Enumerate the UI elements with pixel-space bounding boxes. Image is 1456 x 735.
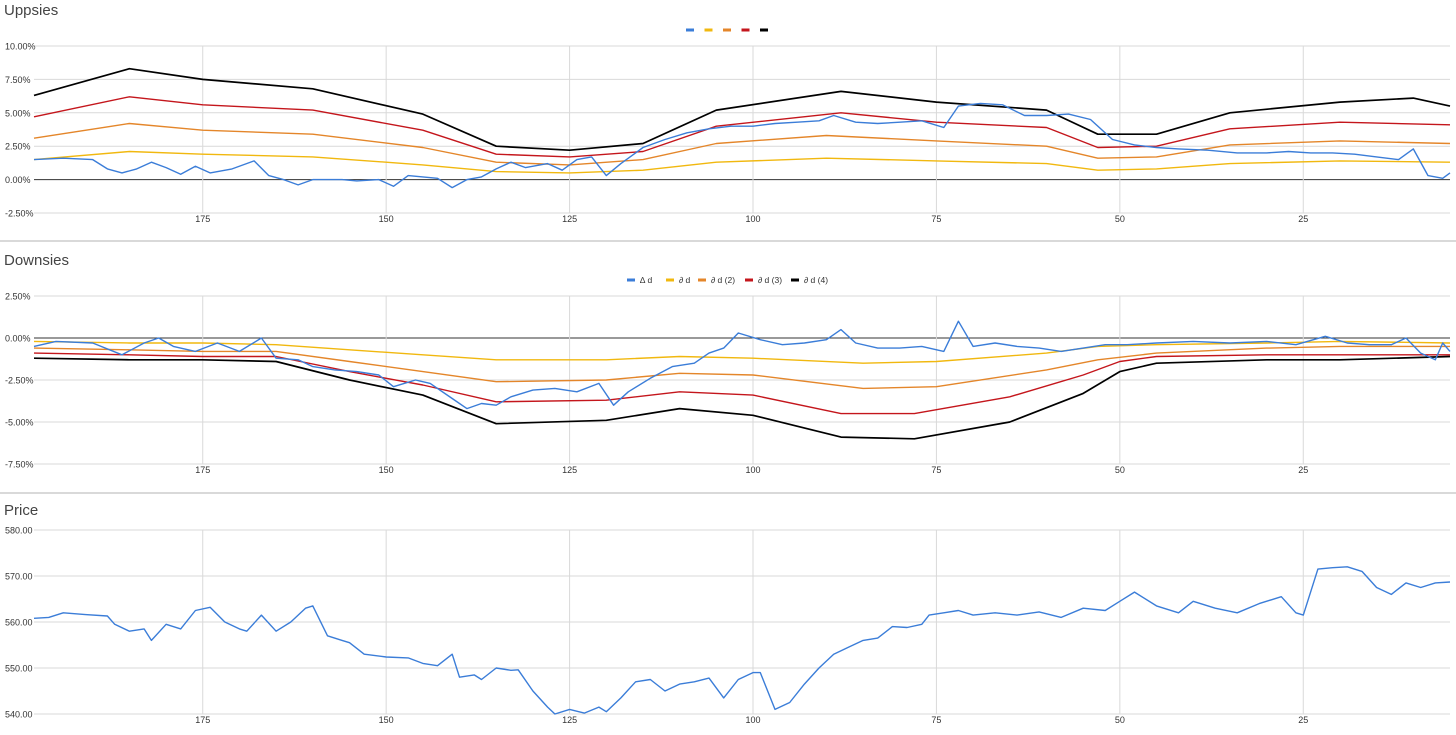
x-tick-label: 125	[562, 214, 577, 224]
x-tick-label: 50	[1115, 715, 1125, 725]
legend-swatch	[627, 278, 635, 282]
y-tick-label: 5.00%	[5, 108, 31, 118]
y-tick-label: 7.50%	[5, 75, 31, 85]
y-tick-label: 540.00	[5, 710, 33, 720]
series-line-d1	[33, 150, 1451, 174]
series-line-d1	[33, 340, 1451, 364]
y-tick-label: 550.00	[5, 664, 33, 674]
price-chart: 540.00 550.00 560.00 570.00 580.00 175 150 125 1…	[5, 526, 1451, 725]
series-line-d3	[33, 96, 1451, 158]
legend-label: ∂ d	[679, 275, 691, 285]
legend-label: ∂ d (2)	[711, 275, 735, 285]
series-line-price	[33, 566, 1451, 715]
upsies-legend	[686, 28, 768, 32]
x-tick-label: 75	[931, 465, 941, 475]
y-tick-label: 10.00%	[5, 42, 36, 52]
x-tick-label: 100	[745, 214, 760, 224]
x-tick-label: 150	[379, 214, 394, 224]
downsies-legend: ∆ d ∂ d ∂ d (2) ∂ d (3) ∂ d (4)	[627, 275, 828, 285]
series-line-d2	[33, 122, 1451, 166]
upsies-grid	[34, 45, 1450, 214]
downsies-chart: -7.50% -5.00% -2.50% 0.00% 2.50% 175 150 125 100…	[5, 275, 1451, 475]
y-tick-label: -2.50%	[5, 376, 34, 386]
downsies-chart-title: Downsies	[4, 252, 70, 269]
series-line-delta	[33, 320, 1451, 410]
legend-swatch	[666, 278, 674, 282]
x-tick-label: 100	[745, 465, 760, 475]
x-tick-label: 75	[931, 214, 941, 224]
x-tick-label: 125	[562, 465, 577, 475]
divider	[0, 240, 1456, 242]
series-line-d2	[33, 345, 1450, 390]
price-chart-panel: Price 540.00 550.00 560.00 570.00 580.00 175 1…	[0, 500, 1456, 730]
x-tick-label: 25	[1298, 465, 1308, 475]
legend-swatch	[723, 28, 731, 32]
y-tick-label: 0.00%	[5, 334, 31, 344]
divider	[0, 492, 1456, 494]
upsies-chart-panel: Uppsies -2.50% 0.00% 2.50% 5.00% 7.50% 10.00%…	[0, 0, 1456, 240]
legend-swatch	[760, 28, 768, 32]
series-line-d4	[33, 67, 1451, 152]
series-line-d3	[33, 352, 1450, 415]
legend-swatch	[704, 28, 713, 32]
y-tick-label: 560.00	[5, 618, 33, 628]
y-tick-label: -5.00%	[5, 418, 34, 428]
series-line-d4	[33, 355, 1451, 440]
x-tick-label: 75	[931, 715, 941, 725]
y-tick-label: 580.00	[5, 526, 33, 536]
legend-label: ∆ d	[640, 275, 653, 285]
x-tick-label: 125	[562, 715, 577, 725]
legend-swatch	[741, 28, 750, 32]
x-tick-label: 150	[379, 715, 394, 725]
series-line-delta	[33, 102, 1451, 189]
x-tick-label: 175	[195, 465, 210, 475]
x-tick-label: 25	[1298, 715, 1308, 725]
y-tick-label: 2.50%	[5, 292, 31, 302]
x-tick-label: 25	[1298, 214, 1308, 224]
y-tick-label: 0.00%	[5, 175, 31, 185]
downsies-chart-panel: Downsies -7.50% -5.00% -2.50% 0.00% 2.50% 175…	[0, 250, 1456, 490]
price-chart-title: Price	[4, 502, 39, 519]
x-tick-label: 150	[379, 465, 394, 475]
x-tick-label: 100	[745, 715, 760, 725]
x-tick-label: 50	[1115, 465, 1125, 475]
legend-label: ∂ d (3)	[758, 275, 782, 285]
upsies-chart-title: Uppsies	[4, 2, 59, 19]
price-grid	[34, 529, 1450, 715]
x-tick-label: 50	[1115, 214, 1125, 224]
y-tick-label: 2.50%	[5, 142, 31, 152]
downsies-grid	[34, 295, 1450, 465]
legend-label: ∂ d (4)	[804, 275, 828, 285]
x-tick-label: 175	[195, 214, 210, 224]
legend-swatch	[698, 278, 706, 282]
y-tick-label: -2.50%	[5, 209, 34, 219]
y-tick-label: 570.00	[5, 572, 33, 582]
legend-swatch	[686, 28, 694, 32]
legend-swatch	[745, 278, 753, 282]
upsies-chart: -2.50% 0.00% 2.50% 5.00% 7.50% 10.00% 175 150 12…	[5, 28, 1451, 224]
y-tick-label: -7.50%	[5, 460, 34, 470]
x-tick-label: 175	[195, 715, 210, 725]
legend-swatch	[791, 278, 799, 282]
